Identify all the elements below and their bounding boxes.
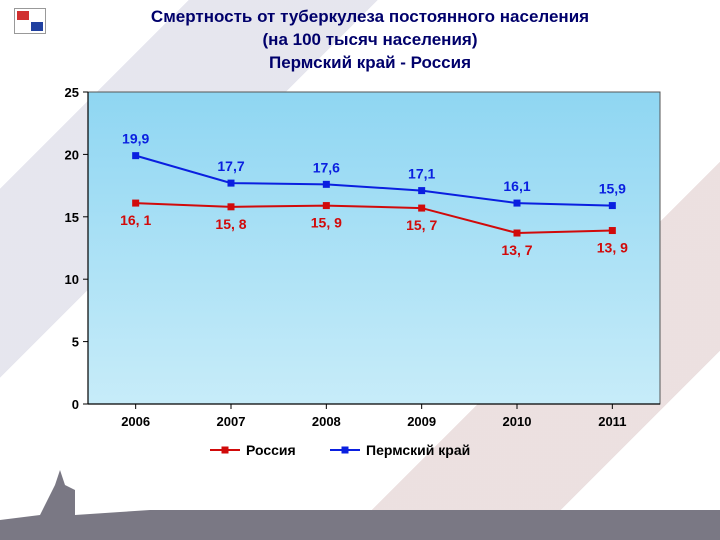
svg-text:19,9: 19,9 bbox=[122, 131, 149, 147]
svg-text:2011: 2011 bbox=[598, 414, 626, 429]
svg-text:15,9: 15,9 bbox=[599, 181, 626, 197]
line-chart: 0 5 10 15 20 25 2006 2007 2008 2009 2010 2011 16, 1 1… bbox=[40, 86, 680, 466]
svg-text:2010: 2010 bbox=[503, 414, 532, 429]
svg-text:17,6: 17,6 bbox=[313, 159, 340, 175]
svg-text:2009: 2009 bbox=[407, 414, 436, 429]
svg-text:2007: 2007 bbox=[217, 414, 246, 429]
svg-text:Пермский край: Пермский край bbox=[366, 442, 470, 458]
svg-text:17,1: 17,1 bbox=[408, 166, 435, 182]
svg-text:13, 9: 13, 9 bbox=[597, 240, 628, 256]
svg-text:15, 7: 15, 7 bbox=[406, 217, 437, 233]
region-flag-icon bbox=[14, 8, 46, 34]
svg-text:20: 20 bbox=[65, 147, 79, 162]
svg-text:0: 0 bbox=[72, 397, 79, 412]
svg-text:15, 8: 15, 8 bbox=[215, 216, 246, 232]
svg-text:17,7: 17,7 bbox=[217, 158, 244, 174]
chart-canvas: 0 5 10 15 20 25 2006 2007 2008 2009 2010 2011 16, 1 1… bbox=[40, 86, 680, 466]
svg-text:2006: 2006 bbox=[121, 414, 150, 429]
svg-text:2008: 2008 bbox=[312, 414, 341, 429]
svg-text:16, 1: 16, 1 bbox=[120, 212, 151, 228]
title-line-3: Пермский край - Россия bbox=[60, 52, 680, 75]
svg-text:15: 15 bbox=[65, 210, 79, 225]
svg-text:15, 9: 15, 9 bbox=[311, 215, 342, 231]
svg-text:13, 7: 13, 7 bbox=[501, 242, 532, 258]
svg-text:Россия: Россия bbox=[246, 442, 296, 458]
chart-title: Смертность от туберкулеза постоянного на… bbox=[60, 6, 680, 75]
title-line-1: Смертность от туберкулеза постоянного на… bbox=[60, 6, 680, 29]
svg-text:5: 5 bbox=[72, 335, 79, 350]
svg-text:10: 10 bbox=[65, 272, 79, 287]
svg-text:25: 25 bbox=[65, 86, 79, 100]
title-line-2: (на 100 тысяч населения) bbox=[60, 29, 680, 52]
svg-text:16,1: 16,1 bbox=[503, 178, 530, 194]
